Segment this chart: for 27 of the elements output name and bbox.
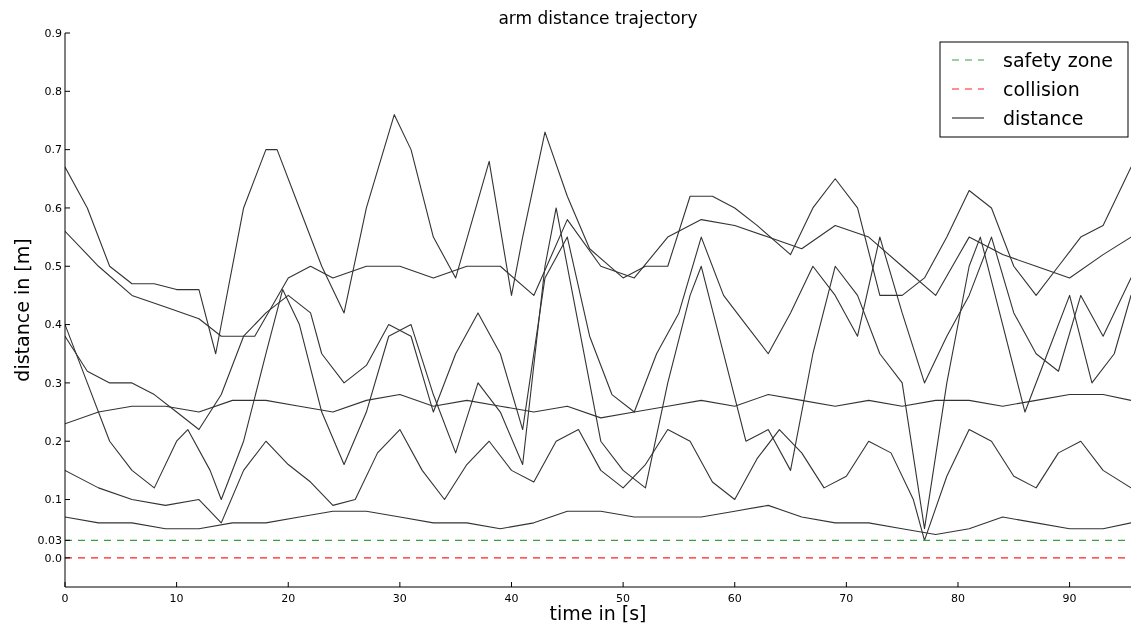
x-tick-label: 60 [727,592,742,605]
y-tick-label: 0.4 [44,318,62,332]
x-tick-label: 20 [281,592,296,605]
legend-label: collision [1003,77,1080,100]
x-tick-label: 10 [169,592,184,605]
y-tick-label: 0.9 [44,26,62,40]
x-axis-title: time in [s] [549,602,647,624]
y-tick-label: 0.8 [44,85,62,99]
chart-title: arm distance trajectory [498,8,698,28]
y-tick-label: 0.2 [44,435,62,449]
x-tick-label: 80 [950,592,965,605]
x-tick-label: 50 [616,592,631,605]
y-tick-label: 0.7 [44,143,62,157]
y-axis-title: distance in [m] [11,238,33,382]
y-tick-label: 0.0 [44,551,62,565]
legend-label: distance [1003,106,1084,129]
x-tick-label: 90 [1062,592,1077,605]
y-tick-label: 0.1 [44,493,62,507]
legend-label: safety zone [1003,48,1113,71]
x-tick-label: 30 [392,592,407,605]
x-tick-label: 40 [504,592,519,605]
x-tick-label: 70 [839,592,854,605]
y-tick-label: 0.3 [44,376,62,390]
x-tick-label: 0 [61,592,69,605]
y-tick-label: 0.5 [44,260,62,274]
y-tick-label: 0.6 [44,201,62,215]
y-tick-label: 0.03 [37,534,62,548]
